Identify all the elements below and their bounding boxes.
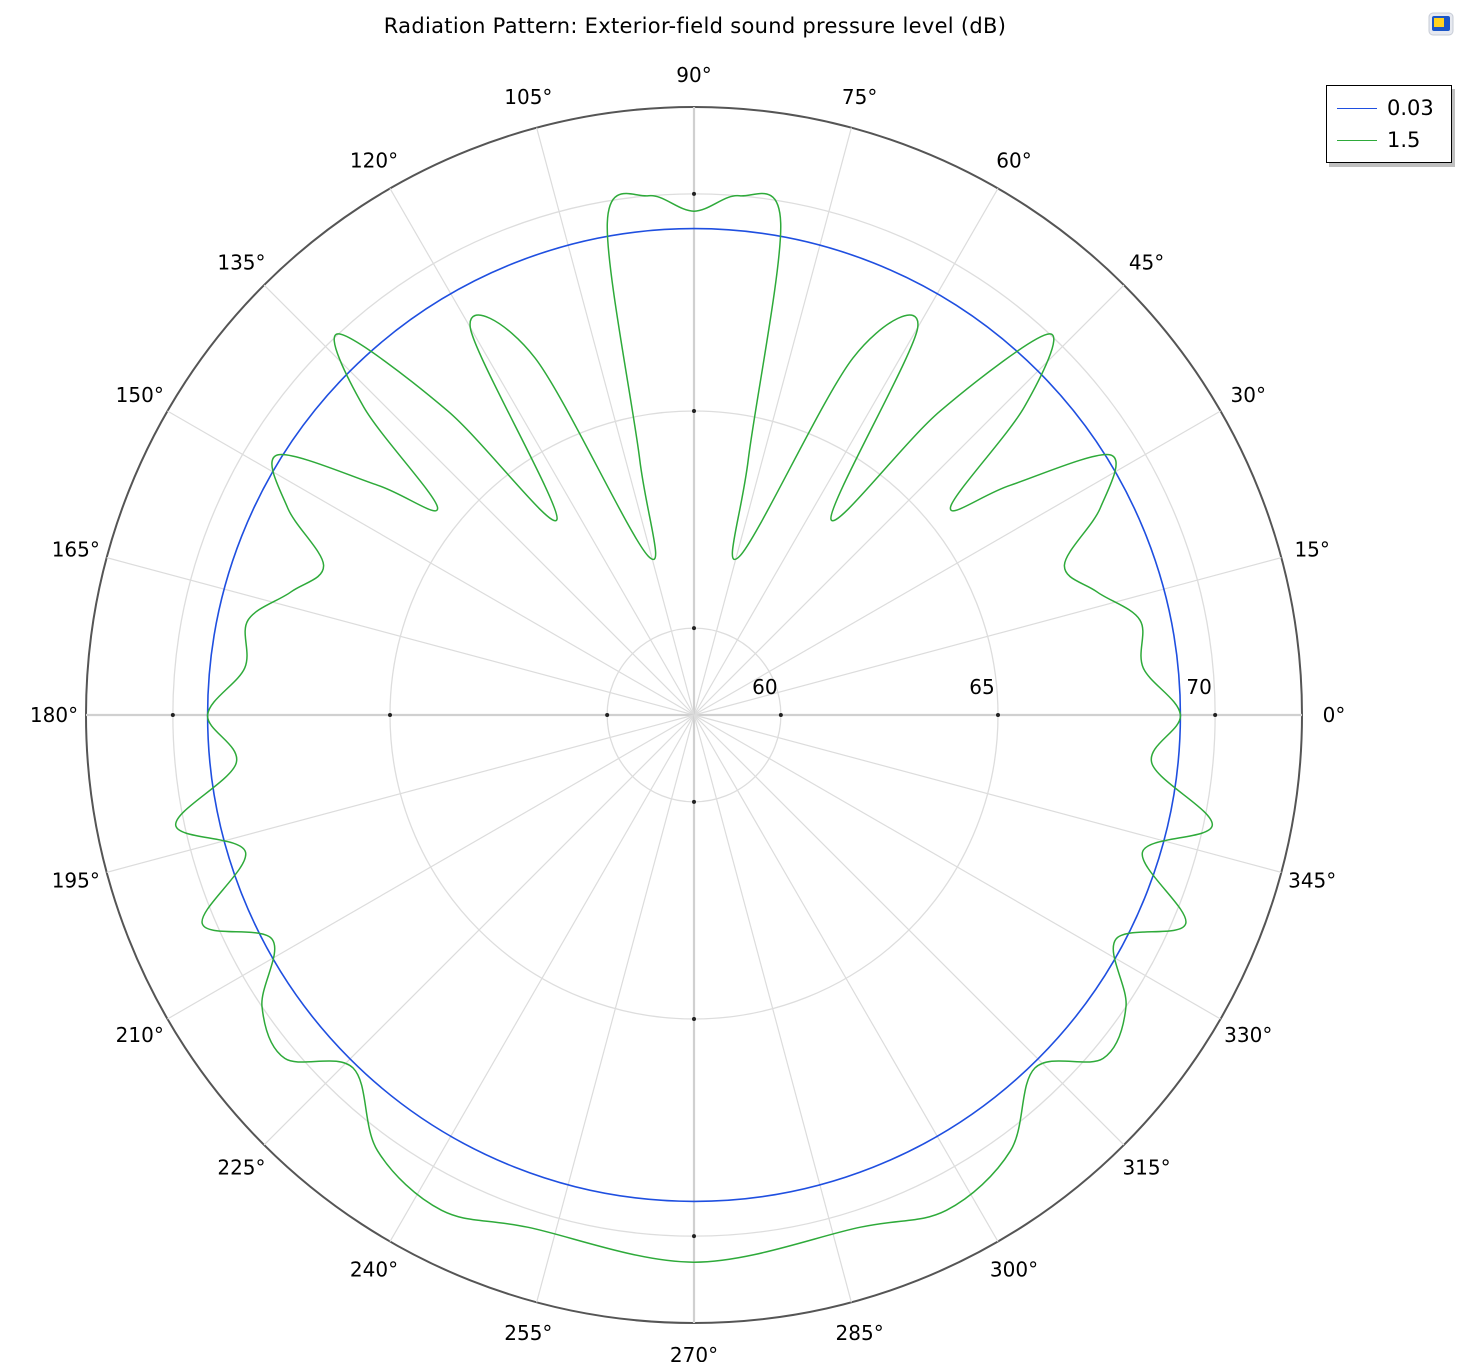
angle-tick-label: 45° bbox=[1129, 250, 1164, 274]
angle-tick-label: 120° bbox=[350, 149, 398, 173]
legend-label: 0.03 bbox=[1387, 96, 1434, 120]
angle-tick-label: 210° bbox=[116, 1023, 164, 1047]
legend: 0.03 1.5 bbox=[1326, 85, 1452, 163]
angle-tick-label: 180° bbox=[30, 703, 78, 727]
angle-tick-label: 105° bbox=[504, 85, 552, 109]
radial-tick-mark bbox=[170, 713, 175, 717]
radial-tick-mark bbox=[605, 713, 610, 717]
series-line-1 bbox=[174, 192, 1214, 1263]
angle-tick-label: 150° bbox=[116, 383, 164, 407]
radial-tick-mark bbox=[692, 799, 696, 804]
radial-tick-mark bbox=[692, 626, 696, 631]
angle-tick-label: 270° bbox=[670, 1343, 718, 1362]
angle-tick-label: 90° bbox=[676, 63, 711, 87]
radial-tick-mark bbox=[692, 191, 696, 196]
angle-tick-label: 300° bbox=[990, 1257, 1038, 1281]
angle-tick-label: 330° bbox=[1224, 1023, 1272, 1047]
window-restore-icon[interactable] bbox=[1428, 12, 1454, 36]
angle-tick-label: 75° bbox=[842, 85, 877, 109]
angle-tick-label: 225° bbox=[217, 1156, 265, 1180]
grid bbox=[85, 106, 1303, 1324]
legend-entry-0: 0.03 bbox=[1337, 93, 1434, 123]
angle-tick-label: 345° bbox=[1288, 869, 1336, 893]
radial-tick-mark bbox=[692, 409, 696, 413]
angle-tick-label: 60° bbox=[996, 149, 1031, 173]
radial-tick-mark bbox=[388, 713, 392, 717]
legend-swatch bbox=[1337, 107, 1377, 109]
tick-labels: 0° 15° 30° 45° 60° 75° 90° 105° 120° 135° 150° 165°… bbox=[30, 63, 1345, 1362]
angle-tick-label: 0° bbox=[1323, 703, 1346, 727]
angle-tick-label: 30° bbox=[1231, 383, 1266, 407]
angle-tick-label: 165° bbox=[52, 537, 100, 561]
radial-tick-mark bbox=[1213, 713, 1218, 717]
angle-tick-label: 255° bbox=[504, 1321, 552, 1345]
radial-tick-label: 60 bbox=[752, 675, 777, 699]
angle-tick-label: 240° bbox=[350, 1257, 398, 1281]
angle-tick-label: 195° bbox=[52, 869, 100, 893]
radial-tick-label: 70 bbox=[1186, 675, 1211, 699]
radial-tick-mark bbox=[778, 713, 783, 717]
radial-tick-mark bbox=[996, 713, 1000, 717]
radial-tick-label: 65 bbox=[969, 675, 994, 699]
angle-tick-label: 135° bbox=[217, 250, 265, 274]
angle-tick-label: 285° bbox=[836, 1321, 884, 1345]
series-layer bbox=[174, 192, 1214, 1263]
chart-title: Radiation Pattern: Exterior-field sound … bbox=[383, 14, 1007, 38]
legend-swatch bbox=[1337, 139, 1377, 141]
legend-label: 1.5 bbox=[1387, 128, 1421, 152]
radial-tick-mark bbox=[692, 1017, 696, 1021]
legend-entry-1: 1.5 bbox=[1337, 125, 1420, 155]
radial-tick-mark bbox=[692, 1234, 696, 1239]
angle-tick-label: 15° bbox=[1294, 537, 1329, 561]
angle-tick-label: 315° bbox=[1122, 1156, 1170, 1180]
